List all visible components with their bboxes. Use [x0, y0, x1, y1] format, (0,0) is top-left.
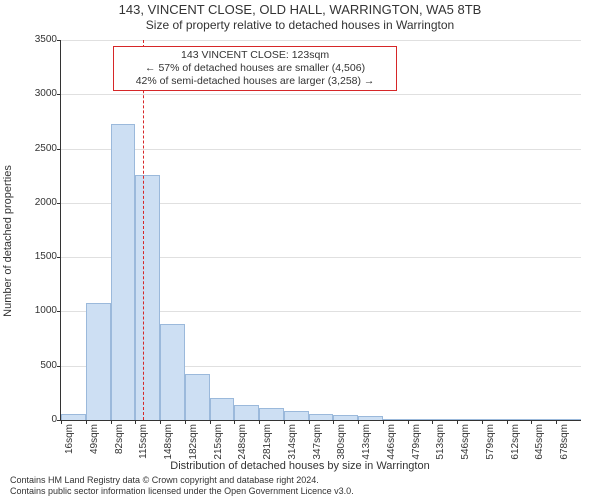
chart-subtitle: Size of property relative to detached ho… [0, 18, 600, 33]
histogram-bar [86, 303, 111, 420]
x-tick-mark [185, 420, 186, 424]
chart-container: 143, VINCENT CLOSE, OLD HALL, WARRINGTON… [0, 0, 600, 500]
y-tick-label: 1000 [17, 306, 57, 316]
y-tick-label: 3500 [17, 35, 57, 45]
histogram-bar [507, 419, 532, 420]
x-tick-mark [383, 420, 384, 424]
annotation-line: 143 VINCENT CLOSE: 123sqm [120, 49, 390, 62]
annotation-line: 42% of semi-detached houses are larger (… [120, 75, 390, 88]
y-tick-label: 500 [17, 361, 57, 371]
histogram-bar [210, 398, 235, 420]
histogram-bar [556, 419, 581, 420]
annotation-box: 143 VINCENT CLOSE: 123sqm← 57% of detach… [113, 46, 397, 91]
plot-area: 050010001500200025003000350016sqm49sqm82… [60, 40, 581, 421]
annotation-line: ← 57% of detached houses are smaller (4,… [120, 62, 390, 75]
histogram-bar [457, 419, 482, 420]
histogram-bar [408, 419, 433, 420]
x-tick-mark [531, 420, 532, 424]
x-tick-mark [284, 420, 285, 424]
histogram-bar [185, 374, 210, 420]
y-axis-label: Number of detached properties [2, 61, 14, 421]
histogram-bar [61, 414, 86, 421]
y-tick-label: 3000 [17, 89, 57, 99]
x-tick-mark [160, 420, 161, 424]
x-tick-mark [432, 420, 433, 424]
chart-title: 143, VINCENT CLOSE, OLD HALL, WARRINGTON… [0, 2, 600, 18]
x-tick-mark [408, 420, 409, 424]
x-tick-mark [358, 420, 359, 424]
y-tick-label: 2000 [17, 198, 57, 208]
x-tick-mark [309, 420, 310, 424]
y-tick-label: 0 [17, 415, 57, 425]
histogram-bar [333, 415, 358, 420]
y-tick-mark [57, 257, 61, 258]
x-tick-mark [210, 420, 211, 424]
x-tick-mark [111, 420, 112, 424]
footer-line-1: Contains HM Land Registry data © Crown c… [10, 475, 354, 486]
histogram-bar [284, 411, 309, 420]
x-tick-mark [234, 420, 235, 424]
histogram-bar [259, 408, 284, 420]
grid-line [61, 40, 581, 41]
x-tick-mark [86, 420, 87, 424]
y-tick-label: 1500 [17, 252, 57, 262]
histogram-bar [111, 124, 136, 420]
x-tick-mark [259, 420, 260, 424]
y-tick-mark [57, 311, 61, 312]
histogram-bar [432, 419, 457, 420]
x-tick-mark [556, 420, 557, 424]
footer-line-2: Contains public sector information licen… [10, 486, 354, 497]
x-tick-mark [61, 420, 62, 424]
x-axis-label: Distribution of detached houses by size … [0, 460, 600, 472]
y-tick-mark [57, 203, 61, 204]
x-tick-mark [482, 420, 483, 424]
histogram-bar [482, 419, 507, 420]
histogram-bar [383, 419, 408, 420]
y-tick-mark [57, 366, 61, 367]
y-tick-mark [57, 94, 61, 95]
histogram-bar [160, 324, 185, 420]
histogram-bar [358, 416, 383, 420]
histogram-bar [309, 414, 334, 421]
x-tick-mark [135, 420, 136, 424]
grid-line [61, 149, 581, 150]
x-tick-mark [507, 420, 508, 424]
y-tick-mark [57, 149, 61, 150]
y-tick-label: 2500 [17, 144, 57, 154]
reference-line [143, 40, 144, 420]
x-tick-mark [333, 420, 334, 424]
histogram-bar [135, 175, 160, 420]
histogram-bar [531, 419, 556, 420]
footer-text: Contains HM Land Registry data © Crown c… [10, 475, 354, 497]
y-tick-mark [57, 40, 61, 41]
x-tick-mark [457, 420, 458, 424]
grid-line [61, 94, 581, 95]
histogram-bar [234, 405, 259, 420]
